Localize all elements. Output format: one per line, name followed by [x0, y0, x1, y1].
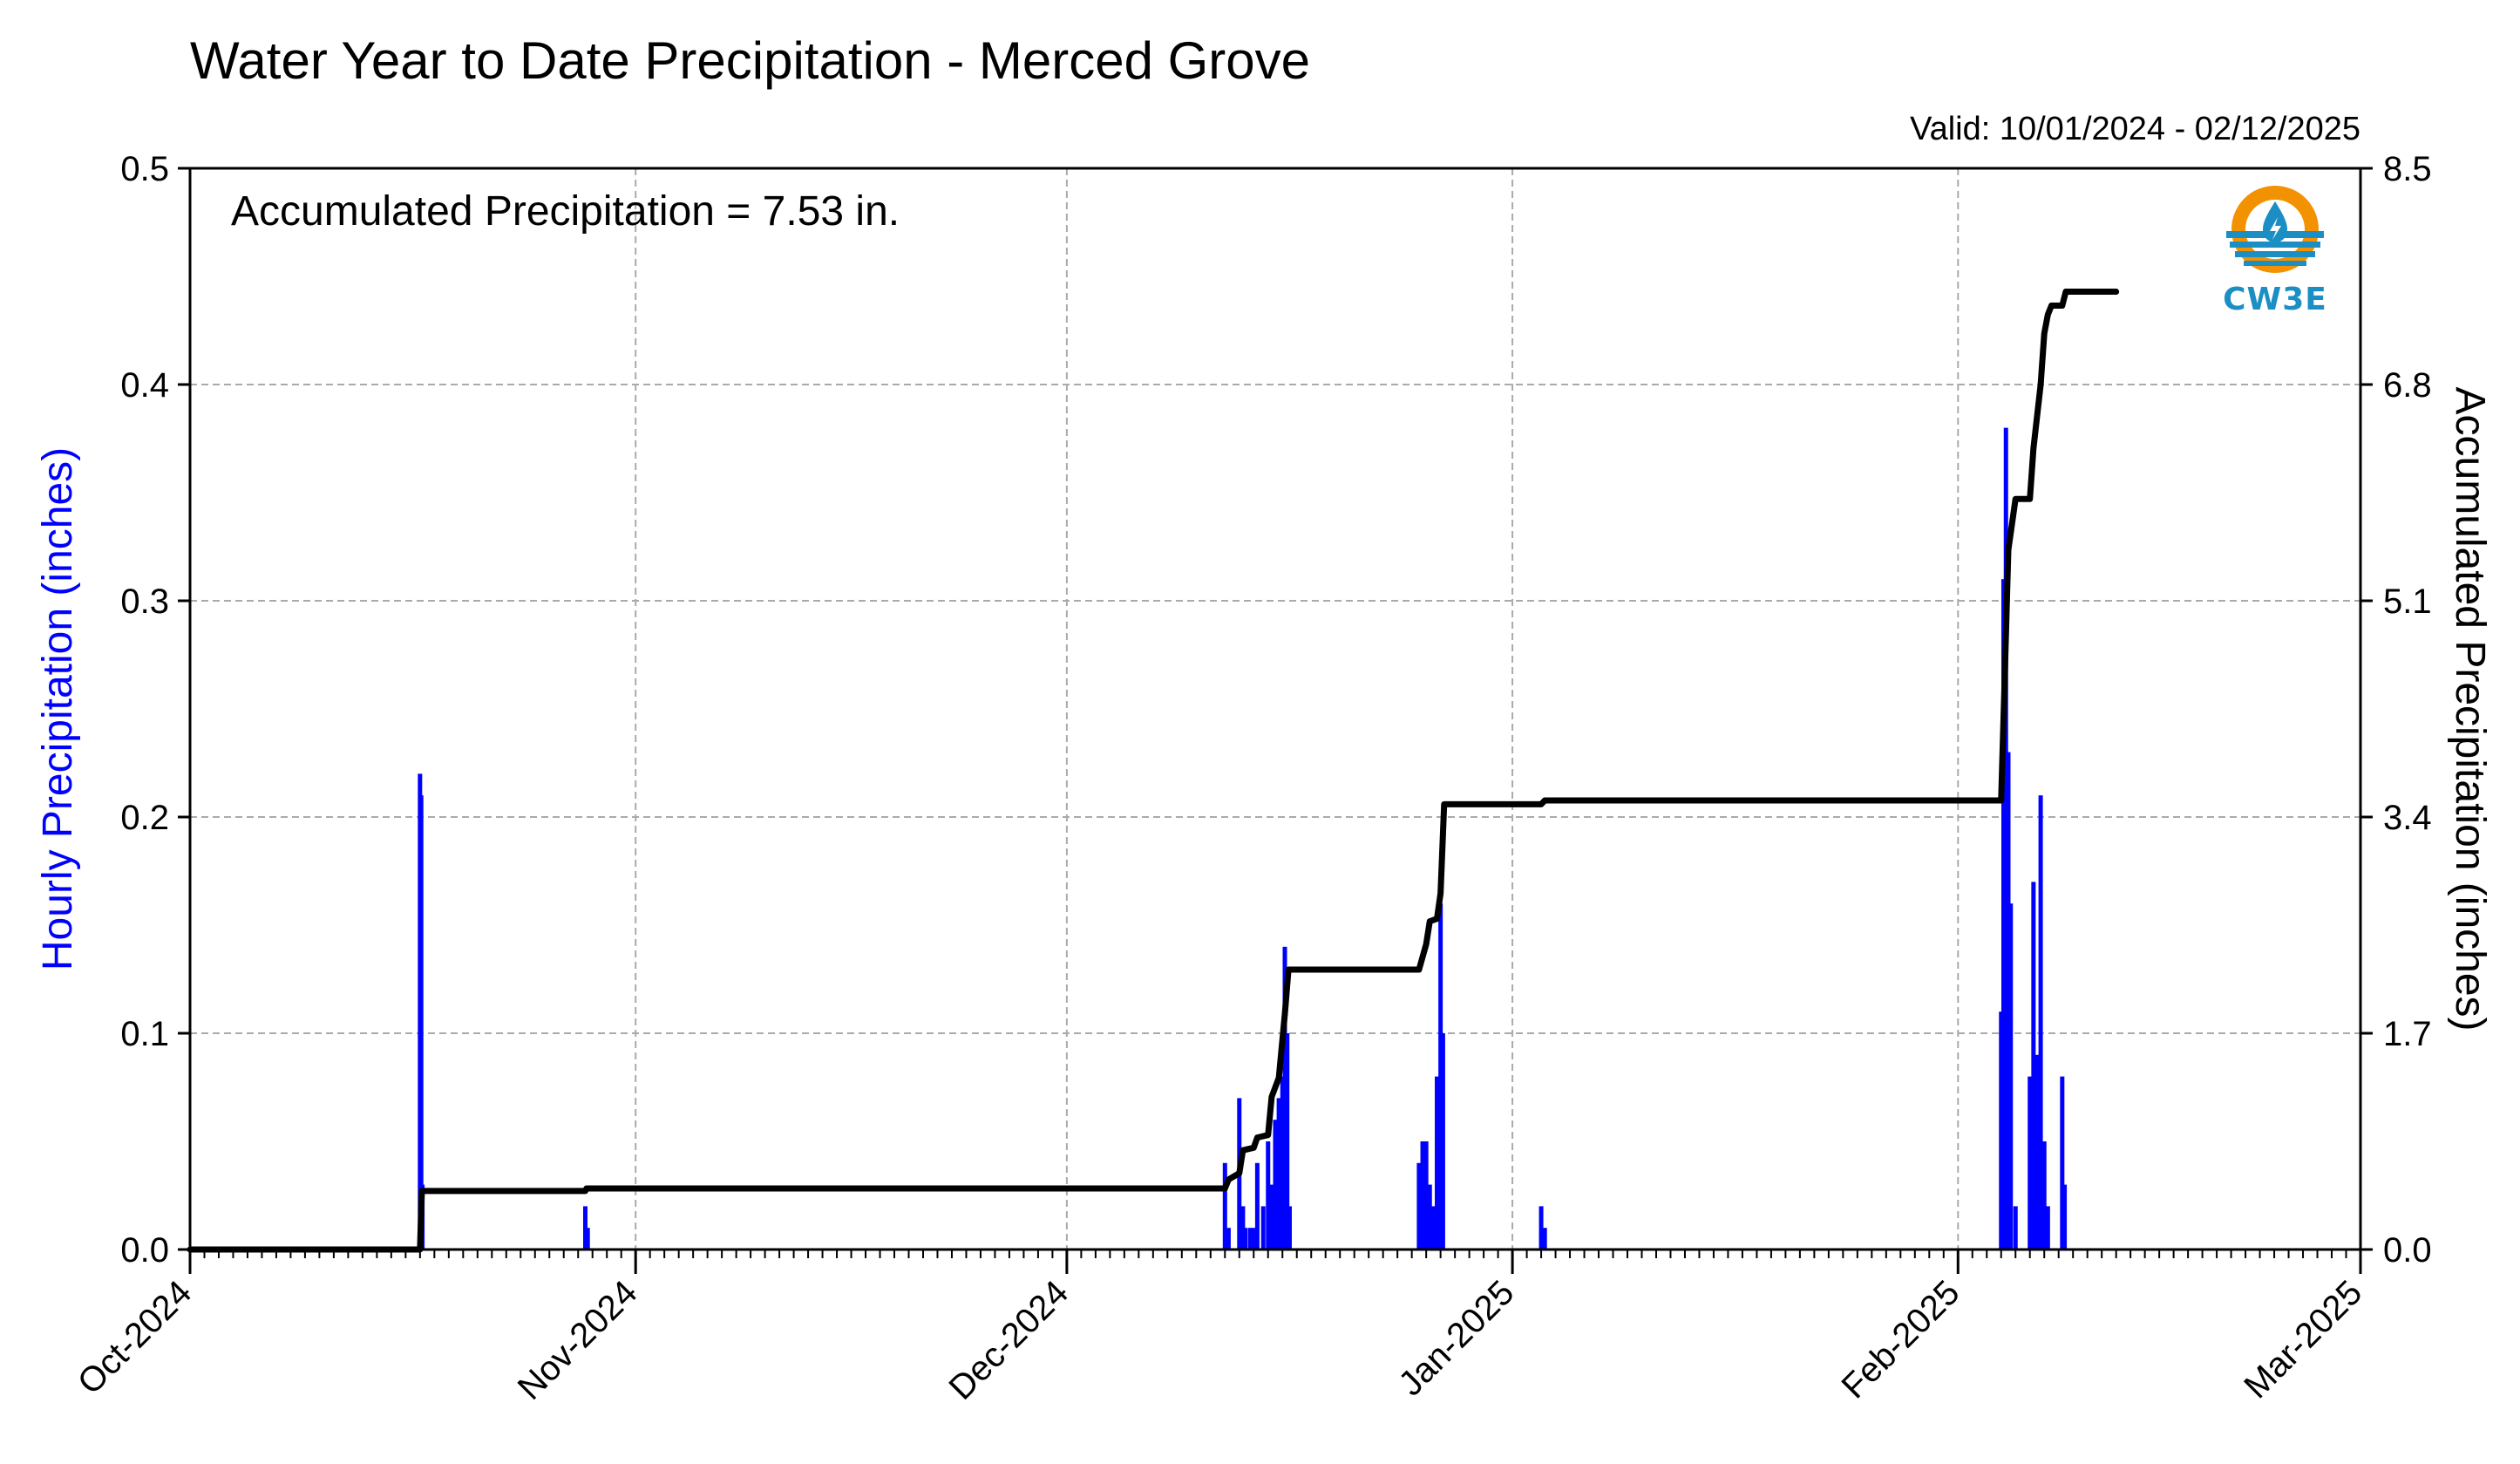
hourly-bar	[585, 1228, 590, 1250]
right-tick-label: 0.0	[2383, 1231, 2432, 1270]
hourly-bar	[1282, 946, 1287, 1250]
hourly-bar	[2003, 427, 2008, 1250]
left-tick-label: 0.3	[120, 582, 169, 621]
right-axis-label: Accumulated Precipitation (inches)	[2447, 386, 2493, 1031]
hourly-bar	[418, 795, 424, 1250]
accumulated-precipitation-line	[187, 289, 2120, 1253]
right-tick-label: 6.8	[2383, 366, 2432, 405]
hourly-bar	[1542, 1228, 1547, 1250]
cw3e-logo: CW3E	[2214, 179, 2336, 318]
x-tick-label: Nov-2024	[511, 1273, 645, 1407]
chart-title: Water Year to Date Precipitation - Merce…	[190, 31, 1310, 90]
x-tick-label: Mar-2025	[2237, 1273, 2369, 1406]
valid-date-range: Valid: 10/01/2024 - 02/12/2025	[1910, 111, 2360, 147]
right-tick-label: 8.5	[2383, 150, 2432, 188]
hourly-bar	[1423, 1141, 1429, 1250]
hourly-bar	[1420, 1141, 1425, 1250]
hourly-bar	[1285, 1033, 1290, 1250]
left-tick-label: 0.4	[120, 366, 169, 405]
x-tick-label: Jan-2025	[1391, 1273, 1521, 1403]
hourly-bar	[1243, 1228, 1248, 1250]
right-tick-label: 5.1	[2383, 582, 2432, 621]
logo-text: CW3E	[2223, 282, 2327, 317]
hourly-bar	[1273, 1120, 1278, 1250]
hourly-bar	[2028, 1076, 2033, 1250]
hourly-bar	[2008, 903, 2014, 1250]
hourly-bar	[2041, 1141, 2047, 1250]
x-tick-label: Dec-2024	[942, 1273, 1077, 1407]
accumulated-annotation: Accumulated Precipitation = 7.53 in.	[231, 188, 900, 235]
water-drop-logo-icon	[2226, 186, 2324, 273]
hourly-bar	[1435, 1076, 1440, 1250]
hourly-bar	[1276, 1098, 1281, 1250]
hourly-bar	[1226, 1228, 1231, 1250]
hourly-bar	[1440, 1033, 1445, 1250]
left-axis-label: Hourly Precipitation (inches)	[35, 447, 81, 970]
hourly-bar	[2062, 1184, 2068, 1250]
hourly-bar	[1287, 1206, 1292, 1250]
hourly-bar	[2060, 1076, 2065, 1250]
hourly-bar	[1538, 1206, 1544, 1250]
grid-lines	[190, 168, 2360, 1250]
plot-frame	[188, 167, 2362, 1251]
right-tick-label: 1.7	[2383, 1015, 2432, 1053]
hourly-bar	[1260, 1206, 1266, 1250]
hourly-precipitation-bars	[418, 427, 2068, 1250]
hourly-bar	[1280, 1076, 1285, 1250]
hourly-bar	[1427, 1184, 1432, 1250]
hourly-bar	[2000, 579, 2006, 1250]
hourly-bar	[1438, 903, 1443, 1250]
hourly-bar	[2045, 1206, 2050, 1250]
left-tick-label: 0.0	[120, 1231, 169, 1270]
hourly-bar	[1251, 1228, 1256, 1250]
left-tick-label: 0.1	[120, 1015, 169, 1053]
hourly-bar	[2031, 882, 2036, 1250]
left-tick-label: 0.5	[120, 150, 169, 188]
hourly-bar	[1247, 1228, 1253, 1250]
hourly-bar	[2006, 752, 2011, 1250]
hourly-bar	[2038, 795, 2043, 1250]
hourly-bar	[2013, 1206, 2018, 1250]
hourly-bar	[1222, 1162, 1227, 1250]
hourly-bar	[1999, 1011, 2004, 1250]
axes: 0.0 0.1 0.2 0.3 0.4 0.5 0.0 1.7 3.4 5.1 6.8 8.5 Oct-…	[71, 150, 2432, 1407]
hourly-bar	[1240, 1206, 1246, 1250]
left-tick-label: 0.2	[120, 799, 169, 837]
hourly-bar	[2034, 1054, 2040, 1250]
hourly-bar	[582, 1206, 588, 1250]
hourly-bar	[1416, 1162, 1422, 1250]
hourly-bar	[1269, 1184, 1274, 1250]
hourly-bar	[1254, 1162, 1260, 1250]
x-tick-label: Oct-2024	[71, 1273, 199, 1401]
right-tick-label: 3.4	[2383, 799, 2432, 837]
accumulated-precipitation-line-group	[187, 289, 2120, 1253]
hourly-bar	[1266, 1141, 1271, 1250]
x-tick-label: Feb-2025	[1834, 1273, 1966, 1406]
hourly-bar	[1430, 1206, 1436, 1250]
